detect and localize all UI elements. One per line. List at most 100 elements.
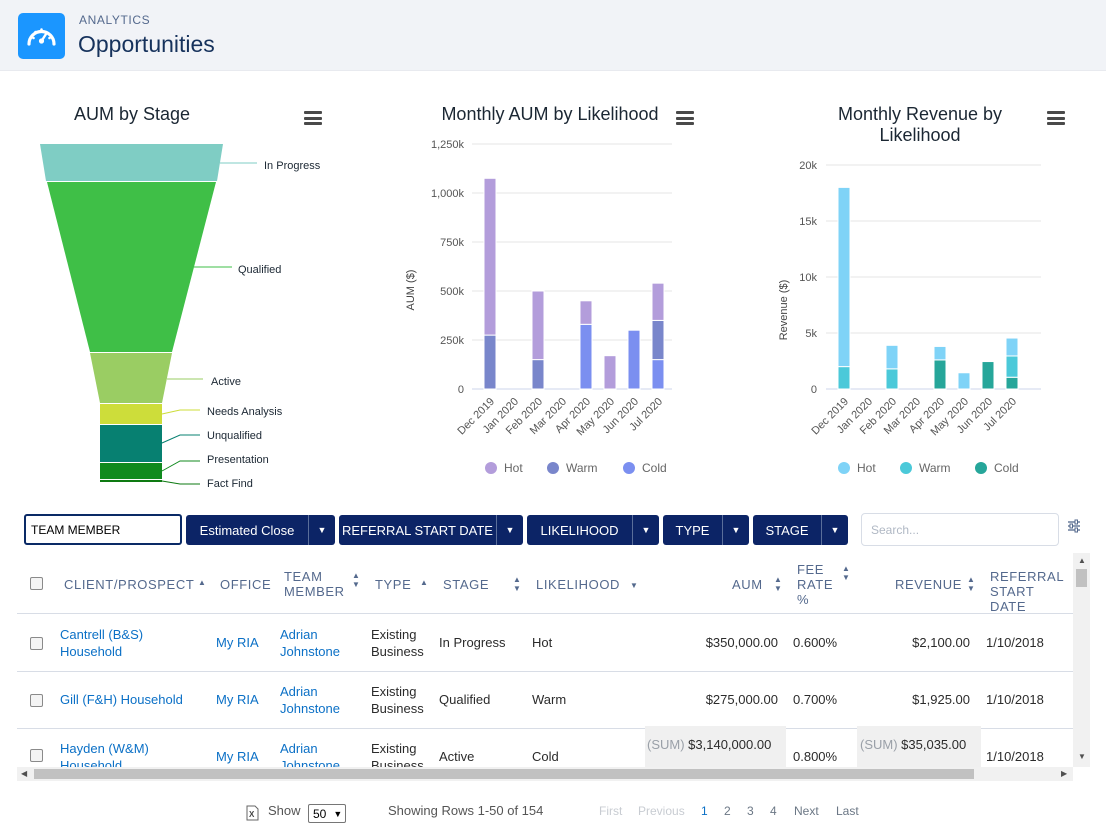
team-member-link-line1[interactable]: Adrian: [280, 684, 318, 699]
chevron-down-icon[interactable]: ▼: [505, 525, 515, 535]
column-header-aum[interactable]: AUM: [732, 577, 763, 592]
column-header-fee-rate-3[interactable]: %: [797, 592, 810, 607]
client-link-line1[interactable]: Cantrell (B&S): [60, 627, 144, 642]
horizontal-scrollbar[interactable]: ◀ ▶: [17, 767, 1073, 781]
legend-cold-marker[interactable]: [623, 462, 635, 474]
client-link-line2[interactable]: Household: [60, 758, 123, 767]
team-member-input[interactable]: [24, 514, 182, 545]
column-header-team-member-1[interactable]: TEAM: [284, 569, 323, 584]
likelihood-filter-button[interactable]: LIKELIHOOD ▼: [527, 515, 659, 545]
aum-chart-menu-icon[interactable]: [676, 111, 694, 125]
sort-down-icon[interactable]: ▼: [630, 581, 638, 590]
scroll-right-icon[interactable]: ▶: [1061, 769, 1068, 778]
page-2-link[interactable]: 2: [724, 804, 731, 818]
chevron-down-icon[interactable]: ▼: [731, 525, 741, 535]
team-member-link-line1[interactable]: Adrian: [280, 627, 318, 642]
column-header-office[interactable]: OFFICE: [220, 577, 272, 592]
column-header-type[interactable]: TYPE: [375, 577, 412, 592]
legend-hot-marker[interactable]: [485, 462, 497, 474]
stage-filter-button[interactable]: STAGE ▼: [753, 515, 848, 545]
horizontal-scroll-thumb[interactable]: [34, 769, 974, 779]
scroll-down-icon[interactable]: ▼: [1078, 752, 1086, 761]
revenue-bar-cold[interactable]: [933, 359, 947, 390]
previous-page-link[interactable]: Previous: [638, 804, 685, 818]
revenue-bar-hot[interactable]: [837, 186, 851, 368]
aum-bar-hot[interactable]: [579, 300, 593, 325]
funnel-chart-menu-icon[interactable]: [304, 111, 322, 125]
referral-start-date-filter-button[interactable]: REFERRAL START DATE ▼: [339, 515, 523, 545]
page-3-link[interactable]: 3: [747, 804, 754, 818]
revenue-bar-warm[interactable]: [837, 366, 851, 390]
column-header-referral-1[interactable]: REFERRAL: [990, 569, 1065, 584]
client-link-line2[interactable]: Household: [60, 644, 123, 659]
funnel-segment-in-progress[interactable]: [40, 144, 223, 181]
sort-both-icon[interactable]: ▲ ▼: [513, 575, 521, 593]
aum-bar-cold[interactable]: [651, 359, 665, 390]
row-checkbox[interactable]: [30, 749, 43, 762]
funnel-segment-qualified[interactable]: [47, 182, 216, 352]
page-1-link[interactable]: 1: [701, 804, 708, 818]
funnel-segment-active[interactable]: [90, 353, 172, 403]
revenue-chart-menu-icon[interactable]: [1047, 111, 1065, 125]
aum-bar-hot[interactable]: [483, 177, 497, 336]
legend-warm-marker[interactable]: [900, 462, 912, 474]
last-page-link[interactable]: Last: [836, 804, 859, 818]
legend-warm-label[interactable]: Warm: [919, 461, 951, 475]
revenue-bar-warm[interactable]: [885, 368, 899, 390]
chevron-down-icon[interactable]: ▼: [641, 525, 651, 535]
aum-bar-cold[interactable]: [627, 329, 641, 390]
sort-both-icon[interactable]: ▲ ▼: [967, 575, 975, 593]
first-page-link[interactable]: First: [599, 804, 623, 818]
column-header-stage[interactable]: STAGE: [443, 577, 490, 592]
revenue-bar-cold[interactable]: [981, 361, 995, 390]
legend-cold-marker[interactable]: [975, 462, 987, 474]
type-filter-button[interactable]: TYPE ▼: [663, 515, 749, 545]
legend-cold-label[interactable]: Cold: [994, 461, 1019, 475]
revenue-bar-hot[interactable]: [957, 372, 971, 390]
funnel-segment-unqualified[interactable]: [100, 425, 162, 462]
team-member-link-line2[interactable]: Johnstone: [280, 758, 340, 767]
team-member-link-line2[interactable]: Johnstone: [280, 644, 340, 659]
page-4-link[interactable]: 4: [770, 804, 777, 818]
scroll-up-icon[interactable]: ▲: [1078, 556, 1086, 565]
sort-both-icon[interactable]: ▲ ▼: [774, 575, 782, 593]
column-header-referral-2[interactable]: START DATE: [990, 584, 1035, 614]
aum-bar-warm[interactable]: [651, 319, 665, 361]
aum-bar-warm[interactable]: [531, 359, 545, 390]
sort-both-icon[interactable]: ▲ ▼: [842, 564, 850, 582]
sort-up-icon[interactable]: ▲: [198, 578, 206, 587]
excel-export-icon[interactable]: X: [246, 805, 259, 821]
legend-warm-marker[interactable]: [547, 462, 559, 474]
legend-hot-marker[interactable]: [838, 462, 850, 474]
revenue-bar-cold[interactable]: [1005, 376, 1019, 390]
page-size-select[interactable]: 50 ▼: [308, 804, 346, 823]
scroll-left-icon[interactable]: ◀: [21, 769, 28, 778]
funnel-segment-presentation[interactable]: [100, 463, 162, 479]
column-header-client[interactable]: CLIENT/PROSPECT: [64, 577, 195, 592]
funnel-segment-needs-analysis[interactable]: [100, 404, 162, 424]
column-header-revenue[interactable]: REVENUE: [895, 577, 963, 592]
office-link[interactable]: My RIA: [216, 635, 259, 650]
sort-up-icon[interactable]: ▲: [420, 578, 428, 587]
revenue-bar-hot[interactable]: [933, 345, 947, 361]
client-link-line1[interactable]: Gill (F&H) Household: [60, 692, 183, 707]
vertical-scroll-thumb[interactable]: [1076, 569, 1087, 587]
office-link[interactable]: My RIA: [216, 749, 259, 764]
chevron-down-icon[interactable]: ▼: [317, 525, 327, 535]
row-checkbox[interactable]: [30, 637, 43, 650]
settings-sliders-icon[interactable]: [1067, 519, 1081, 533]
legend-hot-label[interactable]: Hot: [857, 461, 876, 475]
chevron-down-icon[interactable]: ▼: [830, 525, 840, 535]
column-header-team-member-2[interactable]: MEMBER: [284, 584, 345, 599]
revenue-bar-warm[interactable]: [1005, 355, 1019, 378]
funnel-segment-fact-find[interactable]: [100, 480, 162, 482]
office-link[interactable]: My RIA: [216, 692, 259, 707]
next-page-link[interactable]: Next: [794, 804, 819, 818]
aum-bar-hot[interactable]: [603, 355, 617, 390]
estimated-close-filter-button[interactable]: Estimated Close ▼: [186, 515, 335, 545]
revenue-bar-hot[interactable]: [1005, 337, 1019, 357]
column-header-fee-rate-2[interactable]: RATE: [797, 577, 834, 592]
revenue-bar-hot[interactable]: [885, 344, 899, 370]
sort-both-icon[interactable]: ▲ ▼: [352, 571, 360, 589]
team-member-link-line2[interactable]: Johnstone: [280, 701, 340, 716]
